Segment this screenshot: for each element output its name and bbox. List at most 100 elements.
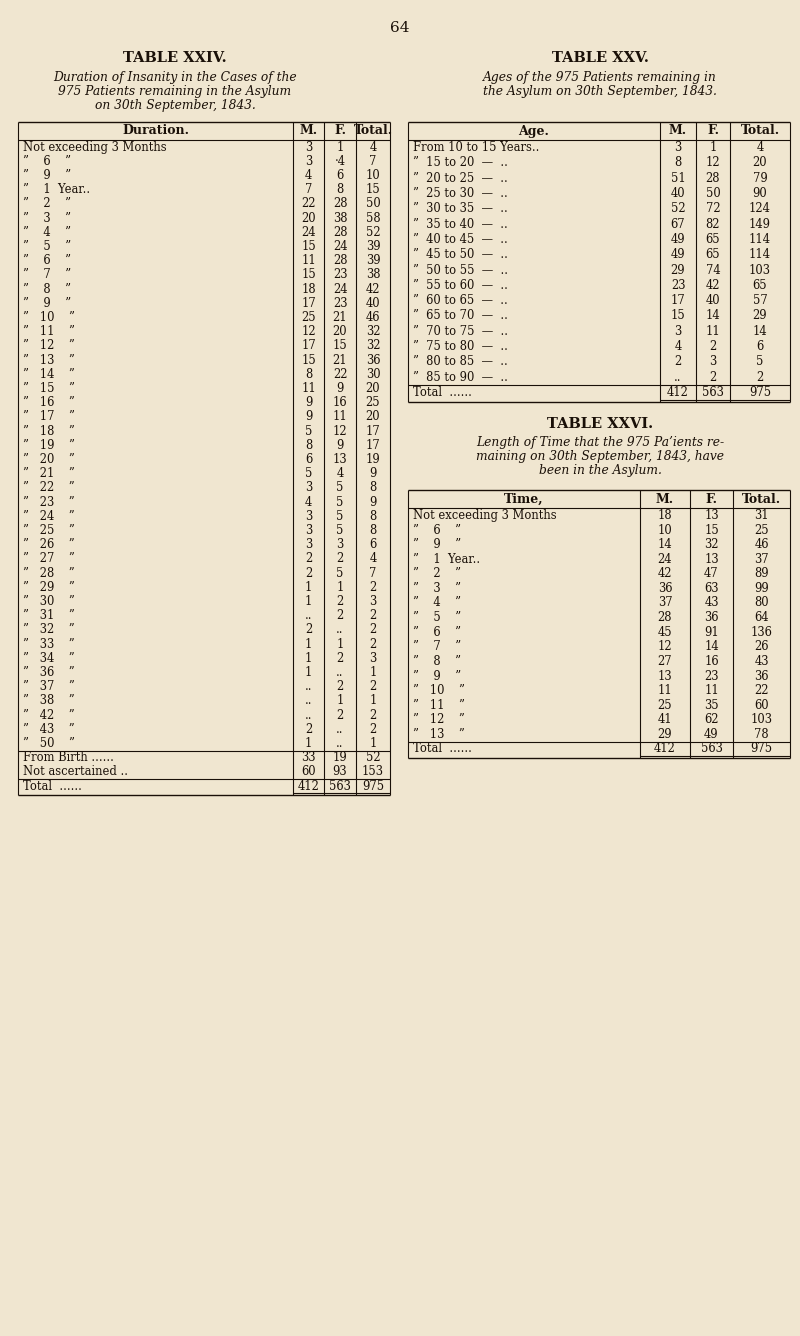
Text: 42: 42 bbox=[366, 283, 380, 295]
Text: ”   28    ”: ” 28 ” bbox=[23, 566, 74, 580]
Text: ”    9    ”: ” 9 ” bbox=[23, 168, 71, 182]
Text: 5: 5 bbox=[336, 481, 344, 494]
Text: 19: 19 bbox=[333, 751, 347, 764]
Text: 103: 103 bbox=[749, 263, 771, 277]
Text: ”    5    ”: ” 5 ” bbox=[413, 611, 461, 624]
Text: 563: 563 bbox=[701, 743, 722, 755]
Text: 9: 9 bbox=[305, 410, 312, 424]
Text: ”    8    ”: ” 8 ” bbox=[413, 655, 461, 668]
Text: 412: 412 bbox=[667, 386, 689, 399]
Text: 23: 23 bbox=[333, 269, 347, 282]
Text: ..: .. bbox=[336, 667, 344, 679]
Text: ”  60 to 65  —  ..: ” 60 to 65 — .. bbox=[413, 294, 508, 307]
Text: 6: 6 bbox=[756, 341, 764, 353]
Text: 40: 40 bbox=[670, 187, 686, 200]
Text: ”   26    ”: ” 26 ” bbox=[23, 538, 74, 552]
Text: 60: 60 bbox=[301, 766, 316, 779]
Text: 114: 114 bbox=[749, 248, 771, 262]
Text: Not exceeding 3 Months: Not exceeding 3 Months bbox=[23, 140, 166, 154]
Text: 412: 412 bbox=[298, 780, 319, 792]
Text: 4: 4 bbox=[370, 552, 377, 565]
Text: ”    7    ”: ” 7 ” bbox=[23, 269, 71, 282]
Text: 37: 37 bbox=[658, 596, 672, 609]
Text: ”   30    ”: ” 30 ” bbox=[23, 595, 74, 608]
Text: 65: 65 bbox=[706, 232, 720, 246]
Text: 975: 975 bbox=[362, 780, 384, 792]
Text: 8: 8 bbox=[336, 183, 344, 196]
Text: 5: 5 bbox=[336, 510, 344, 522]
Text: 90: 90 bbox=[753, 187, 767, 200]
Text: ”   12    ”: ” 12 ” bbox=[23, 339, 74, 353]
Text: 40: 40 bbox=[366, 297, 380, 310]
Text: ”  50 to 55  —  ..: ” 50 to 55 — .. bbox=[413, 263, 508, 277]
Text: 32: 32 bbox=[366, 339, 380, 353]
Text: 89: 89 bbox=[754, 568, 769, 580]
Text: ”  75 to 80  —  ..: ” 75 to 80 — .. bbox=[413, 341, 508, 353]
Text: 47: 47 bbox=[704, 568, 719, 580]
Text: 24: 24 bbox=[658, 553, 672, 565]
Text: 36: 36 bbox=[658, 582, 672, 595]
Text: F.: F. bbox=[706, 493, 718, 505]
Text: 18: 18 bbox=[658, 509, 672, 522]
Text: 3: 3 bbox=[674, 325, 682, 338]
Text: 12: 12 bbox=[333, 425, 347, 438]
Text: 1: 1 bbox=[305, 652, 312, 665]
Text: 17: 17 bbox=[301, 297, 316, 310]
Text: 2: 2 bbox=[370, 708, 377, 721]
Text: 49: 49 bbox=[670, 232, 686, 246]
Text: 4: 4 bbox=[336, 468, 344, 480]
Text: the Asylum on 30th September, 1843.: the Asylum on 30th September, 1843. bbox=[483, 86, 717, 99]
Text: 25: 25 bbox=[754, 524, 769, 537]
Text: 8: 8 bbox=[370, 481, 377, 494]
Text: 14: 14 bbox=[753, 325, 767, 338]
Text: 5: 5 bbox=[336, 524, 344, 537]
Text: 9: 9 bbox=[305, 397, 312, 409]
Text: 3: 3 bbox=[370, 595, 377, 608]
Text: 39: 39 bbox=[366, 240, 380, 253]
Text: 563: 563 bbox=[329, 780, 351, 792]
Text: 19: 19 bbox=[366, 453, 380, 466]
Text: 6: 6 bbox=[370, 538, 377, 552]
Text: ”   23    ”: ” 23 ” bbox=[23, 496, 74, 509]
Text: 1: 1 bbox=[710, 142, 717, 154]
Text: 36: 36 bbox=[754, 669, 769, 683]
Text: 26: 26 bbox=[754, 640, 769, 653]
Text: 49: 49 bbox=[704, 728, 719, 741]
Text: 20: 20 bbox=[366, 410, 380, 424]
Text: 17: 17 bbox=[366, 425, 380, 438]
Text: 25: 25 bbox=[301, 311, 316, 325]
Text: ”   14    ”: ” 14 ” bbox=[23, 367, 74, 381]
Text: 2: 2 bbox=[370, 680, 377, 693]
Text: 93: 93 bbox=[333, 766, 347, 779]
Text: 3: 3 bbox=[336, 538, 344, 552]
Text: 6: 6 bbox=[305, 453, 312, 466]
Text: 2: 2 bbox=[370, 723, 377, 736]
Text: 8: 8 bbox=[305, 367, 312, 381]
Text: ”   34    ”: ” 34 ” bbox=[23, 652, 74, 665]
Text: ..: .. bbox=[305, 708, 312, 721]
Text: ..: .. bbox=[674, 370, 682, 383]
Text: ”   17    ”: ” 17 ” bbox=[23, 410, 75, 424]
Text: 50: 50 bbox=[706, 187, 720, 200]
Text: ”   43    ”: ” 43 ” bbox=[23, 723, 74, 736]
Text: 32: 32 bbox=[704, 538, 718, 550]
Text: 17: 17 bbox=[366, 438, 380, 452]
Text: 24: 24 bbox=[302, 226, 316, 239]
Text: 18: 18 bbox=[301, 283, 316, 295]
Text: 20: 20 bbox=[301, 211, 316, 224]
Text: 24: 24 bbox=[333, 283, 347, 295]
Text: 2: 2 bbox=[756, 370, 764, 383]
Text: 5: 5 bbox=[336, 496, 344, 509]
Text: 5: 5 bbox=[336, 566, 344, 580]
Text: maining on 30th September, 1843, have: maining on 30th September, 1843, have bbox=[476, 450, 724, 462]
Text: ”    3    ”: ” 3 ” bbox=[23, 211, 71, 224]
Text: 41: 41 bbox=[658, 713, 672, 727]
Text: 29: 29 bbox=[753, 310, 767, 322]
Text: 22: 22 bbox=[302, 198, 316, 210]
Text: 21: 21 bbox=[333, 311, 347, 325]
Text: ”  85 to 90  —  ..: ” 85 to 90 — .. bbox=[413, 370, 508, 383]
Text: 64: 64 bbox=[390, 21, 410, 35]
Text: ”   24    ”: ” 24 ” bbox=[23, 510, 74, 522]
Text: 13: 13 bbox=[333, 453, 347, 466]
Text: 28: 28 bbox=[333, 226, 347, 239]
